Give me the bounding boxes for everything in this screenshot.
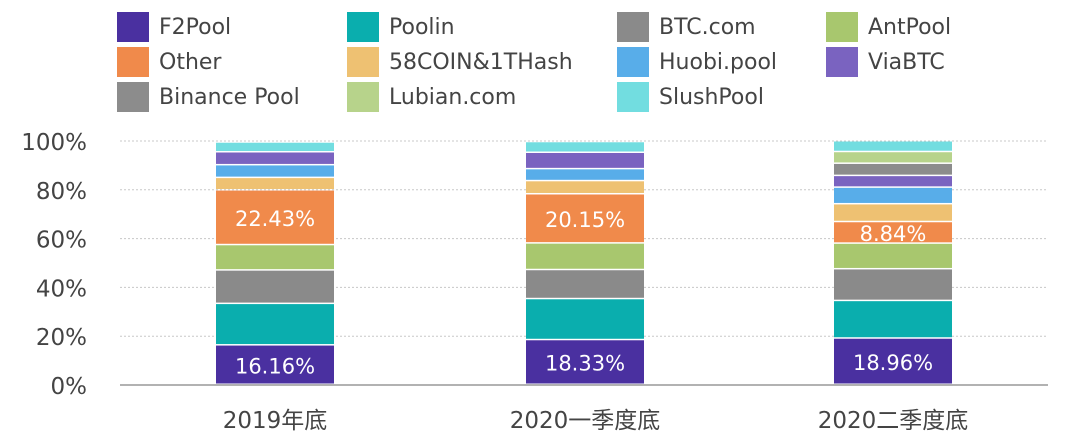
x-tick-label: 2020一季度底 bbox=[510, 408, 661, 434]
legend-swatch bbox=[117, 47, 149, 77]
y-tick-label: 0% bbox=[51, 374, 88, 400]
y-tick-label: 80% bbox=[36, 179, 87, 205]
bar-segment-slushpool bbox=[216, 142, 334, 151]
legend-swatch bbox=[347, 82, 379, 112]
legend-label: Binance Pool bbox=[159, 84, 300, 110]
bar-segment-f2pool bbox=[526, 340, 644, 384]
bar-segment-other bbox=[526, 194, 644, 243]
legend-label: AntPool bbox=[868, 14, 952, 40]
legend-item: ViaBTC bbox=[826, 47, 945, 77]
legend-swatch bbox=[617, 47, 649, 77]
bar-segment-huobi-pool bbox=[834, 187, 952, 203]
y-tick-label: 100% bbox=[21, 130, 87, 156]
data-label: 18.33% bbox=[545, 352, 625, 376]
legend-swatch bbox=[617, 82, 649, 112]
legend-swatch bbox=[347, 12, 379, 42]
legend-item: Other bbox=[117, 47, 221, 77]
legend-item: BTC.com bbox=[617, 12, 756, 42]
bar-segment-slushpool bbox=[526, 142, 644, 152]
bar-segment-f2pool bbox=[216, 345, 334, 384]
legend-item: AntPool bbox=[826, 12, 951, 42]
data-label: 20.15% bbox=[545, 208, 625, 232]
bar-segment-other bbox=[834, 222, 952, 243]
legend-label: SlushPool bbox=[659, 84, 764, 110]
legend-label: Lubian.com bbox=[389, 84, 517, 110]
y-tick-label: 40% bbox=[36, 276, 87, 302]
legend-label: BTC.com bbox=[659, 14, 756, 40]
data-label: 18.96% bbox=[853, 351, 933, 375]
x-tick-label: 2019年底 bbox=[223, 408, 328, 434]
bar-segment-btc-com bbox=[216, 270, 334, 303]
bar-segment-huobi-pool bbox=[526, 169, 644, 180]
legend-item: Poolin bbox=[347, 12, 455, 42]
x-tick-label: 2020二季度底 bbox=[818, 408, 969, 434]
legend-item: SlushPool bbox=[617, 82, 764, 112]
bar-segment-slushpool bbox=[834, 141, 952, 151]
bar-segment-antpool bbox=[526, 243, 644, 269]
bar-segment-viabtc bbox=[834, 176, 952, 187]
bar-segment-58coin-1thash bbox=[526, 181, 644, 193]
bar-segment-binance-pool bbox=[834, 163, 952, 175]
bar-segment-poolin bbox=[216, 304, 334, 345]
bar-segment-antpool bbox=[216, 245, 334, 270]
bar-segment-viabtc bbox=[216, 152, 334, 164]
data-label: 16.16% bbox=[235, 354, 315, 378]
bar-segment-poolin bbox=[526, 299, 644, 339]
bar-segment-btc-com bbox=[834, 269, 952, 300]
legend-item: F2Pool bbox=[117, 12, 231, 42]
bar-segment-other bbox=[216, 190, 334, 244]
legend-swatch bbox=[826, 12, 858, 42]
legend-label: Other bbox=[159, 49, 222, 75]
bar-segment-f2pool bbox=[834, 338, 952, 384]
legend-label: 58COIN&1THash bbox=[389, 49, 573, 75]
bar-segment-antpool bbox=[834, 243, 952, 268]
legend-swatch bbox=[117, 82, 149, 112]
legend-item: 58COIN&1THash bbox=[347, 47, 573, 77]
bar-segment-58coin-1thash bbox=[834, 204, 952, 221]
legend-item: Lubian.com bbox=[347, 82, 516, 112]
bar-segment-viabtc bbox=[526, 153, 644, 168]
bar-segment-poolin bbox=[834, 301, 952, 338]
legend-label: ViaBTC bbox=[868, 49, 945, 75]
legend-label: Huobi.pool bbox=[659, 49, 778, 75]
legend-item: Huobi.pool bbox=[617, 47, 777, 77]
bar-segment-btc-com bbox=[526, 270, 644, 298]
legend-swatch bbox=[826, 47, 858, 77]
legend-label: Poolin bbox=[389, 14, 455, 40]
bar-segment-huobi-pool bbox=[216, 165, 334, 177]
legend-label: F2Pool bbox=[159, 14, 232, 40]
legend-swatch bbox=[617, 12, 649, 42]
bar-segment-lubian-com bbox=[834, 152, 952, 163]
legend-swatch bbox=[347, 47, 379, 77]
bar-segment-58coin-1thash bbox=[216, 178, 334, 190]
y-tick-label: 20% bbox=[36, 325, 87, 351]
y-tick-label: 60% bbox=[36, 228, 87, 254]
data-label: 22.43% bbox=[235, 207, 315, 231]
legend-item: Binance Pool bbox=[117, 82, 300, 112]
data-label: 8.84% bbox=[860, 222, 927, 246]
legend-swatch bbox=[117, 12, 149, 42]
